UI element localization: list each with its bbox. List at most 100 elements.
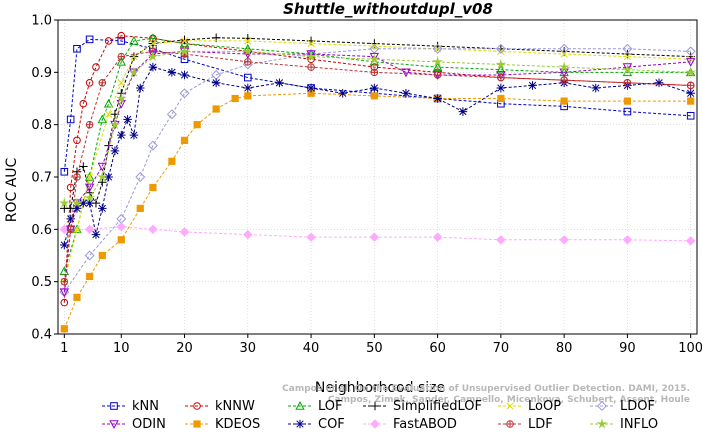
legend-marker: [506, 420, 514, 428]
data-point: [84, 192, 96, 203]
legend-marker: [193, 420, 201, 428]
data-point: [243, 83, 253, 93]
series-line: [63, 66, 691, 246]
data-point: [79, 99, 88, 108]
data-point: [432, 232, 443, 242]
legend-label: kNN: [132, 399, 159, 414]
data-point: [622, 43, 633, 54]
data-point: [306, 232, 316, 242]
data-point: [244, 58, 252, 66]
data-point: [149, 183, 157, 192]
y-tick-label: 1.0: [31, 14, 52, 29]
data-point: [244, 37, 252, 45]
x-tick-label: 90: [619, 341, 636, 356]
legend-item-LoOP: LoOP: [498, 399, 561, 414]
data-point: [559, 43, 570, 54]
y-tick-label: 0.5: [31, 275, 52, 290]
data-point: [60, 240, 69, 250]
data-point: [84, 183, 95, 193]
data-point: [180, 136, 189, 144]
legend-label: COF: [318, 417, 345, 432]
data-point: [60, 325, 68, 333]
data-point: [129, 130, 139, 140]
data-point: [73, 136, 81, 145]
data-point: [559, 68, 569, 78]
data-point: [79, 198, 88, 208]
data-point: [180, 37, 189, 45]
data-point: [117, 37, 126, 45]
data-point: [115, 92, 127, 104]
data-point: [242, 45, 254, 56]
legend-item-COF: COF: [288, 417, 345, 432]
data-point: [147, 140, 158, 151]
x-tick-label: 40: [303, 341, 320, 356]
data-point: [623, 107, 632, 116]
data-point: [73, 173, 81, 181]
series-line: [63, 35, 691, 303]
data-point: [495, 58, 507, 70]
legend-item-LDOF: LDOF: [590, 399, 655, 414]
legend-label: KDEOS: [215, 417, 260, 432]
data-point: [212, 105, 220, 113]
data-point: [97, 114, 108, 124]
x-tick-label: 50: [366, 341, 383, 356]
data-point: [98, 79, 107, 87]
data-point: [59, 288, 70, 298]
series-INFLO: [58, 45, 697, 208]
data-point: [211, 78, 221, 88]
data-point: [560, 97, 568, 105]
series-kNN: [60, 35, 695, 176]
data-point: [73, 44, 81, 53]
x-tick-label: 60: [429, 341, 446, 356]
series-line: [63, 92, 691, 329]
x-tick-label: 1: [60, 341, 68, 356]
x-axis-ticks: 1 10 20 30 40 50 60 70 80 90 100: [60, 334, 702, 356]
series-line: [63, 50, 691, 282]
data-point: [85, 120, 94, 129]
data-point: [129, 35, 139, 45]
chart-legend: kNN kNNW LOF SimplifiedLOF LoOP LDOF ODIN KDEOS…: [102, 399, 658, 432]
series-line: [63, 48, 691, 293]
data-point: [84, 224, 95, 235]
data-point: [275, 78, 284, 88]
data-point: [244, 92, 252, 100]
data-point: [66, 225, 75, 234]
data-point: [305, 50, 317, 62]
chart-gridlines: [58, 19, 697, 335]
data-point: [686, 111, 695, 120]
data-point: [560, 50, 568, 58]
data-point: [110, 146, 120, 156]
x-tick-label: 10: [113, 341, 130, 356]
data-point: [432, 56, 443, 67]
data-point: [71, 197, 83, 208]
data-point: [496, 83, 506, 93]
data-point: [622, 235, 633, 245]
data-point: [72, 204, 82, 213]
data-point: [685, 58, 696, 67]
data-point: [496, 64, 506, 74]
data-point: [58, 197, 70, 208]
credit-line-2: Campos, Zimek, Sander, Campello, Micenko…: [328, 395, 690, 405]
data-point: [686, 81, 695, 90]
data-point: [116, 56, 127, 66]
data-point: [623, 97, 632, 105]
data-point: [117, 79, 125, 87]
y-tick-label: 0.8: [31, 118, 52, 133]
chart-title: Shuttle_withoutdupl_v08: [283, 0, 493, 18]
data-point: [623, 52, 632, 61]
data-point: [86, 272, 94, 281]
data-point: [149, 39, 157, 48]
data-point: [370, 42, 378, 50]
legend-label: LOF: [318, 399, 343, 414]
data-point: [338, 88, 348, 98]
data-point: [98, 251, 106, 260]
data-point: [458, 107, 468, 116]
data-point: [179, 45, 190, 56]
data-point: [401, 88, 411, 98]
data-point: [495, 43, 506, 54]
data-point: [307, 39, 315, 48]
y-tick-label: 0.4: [31, 328, 52, 343]
data-point: [148, 62, 158, 72]
data-point: [401, 68, 411, 78]
